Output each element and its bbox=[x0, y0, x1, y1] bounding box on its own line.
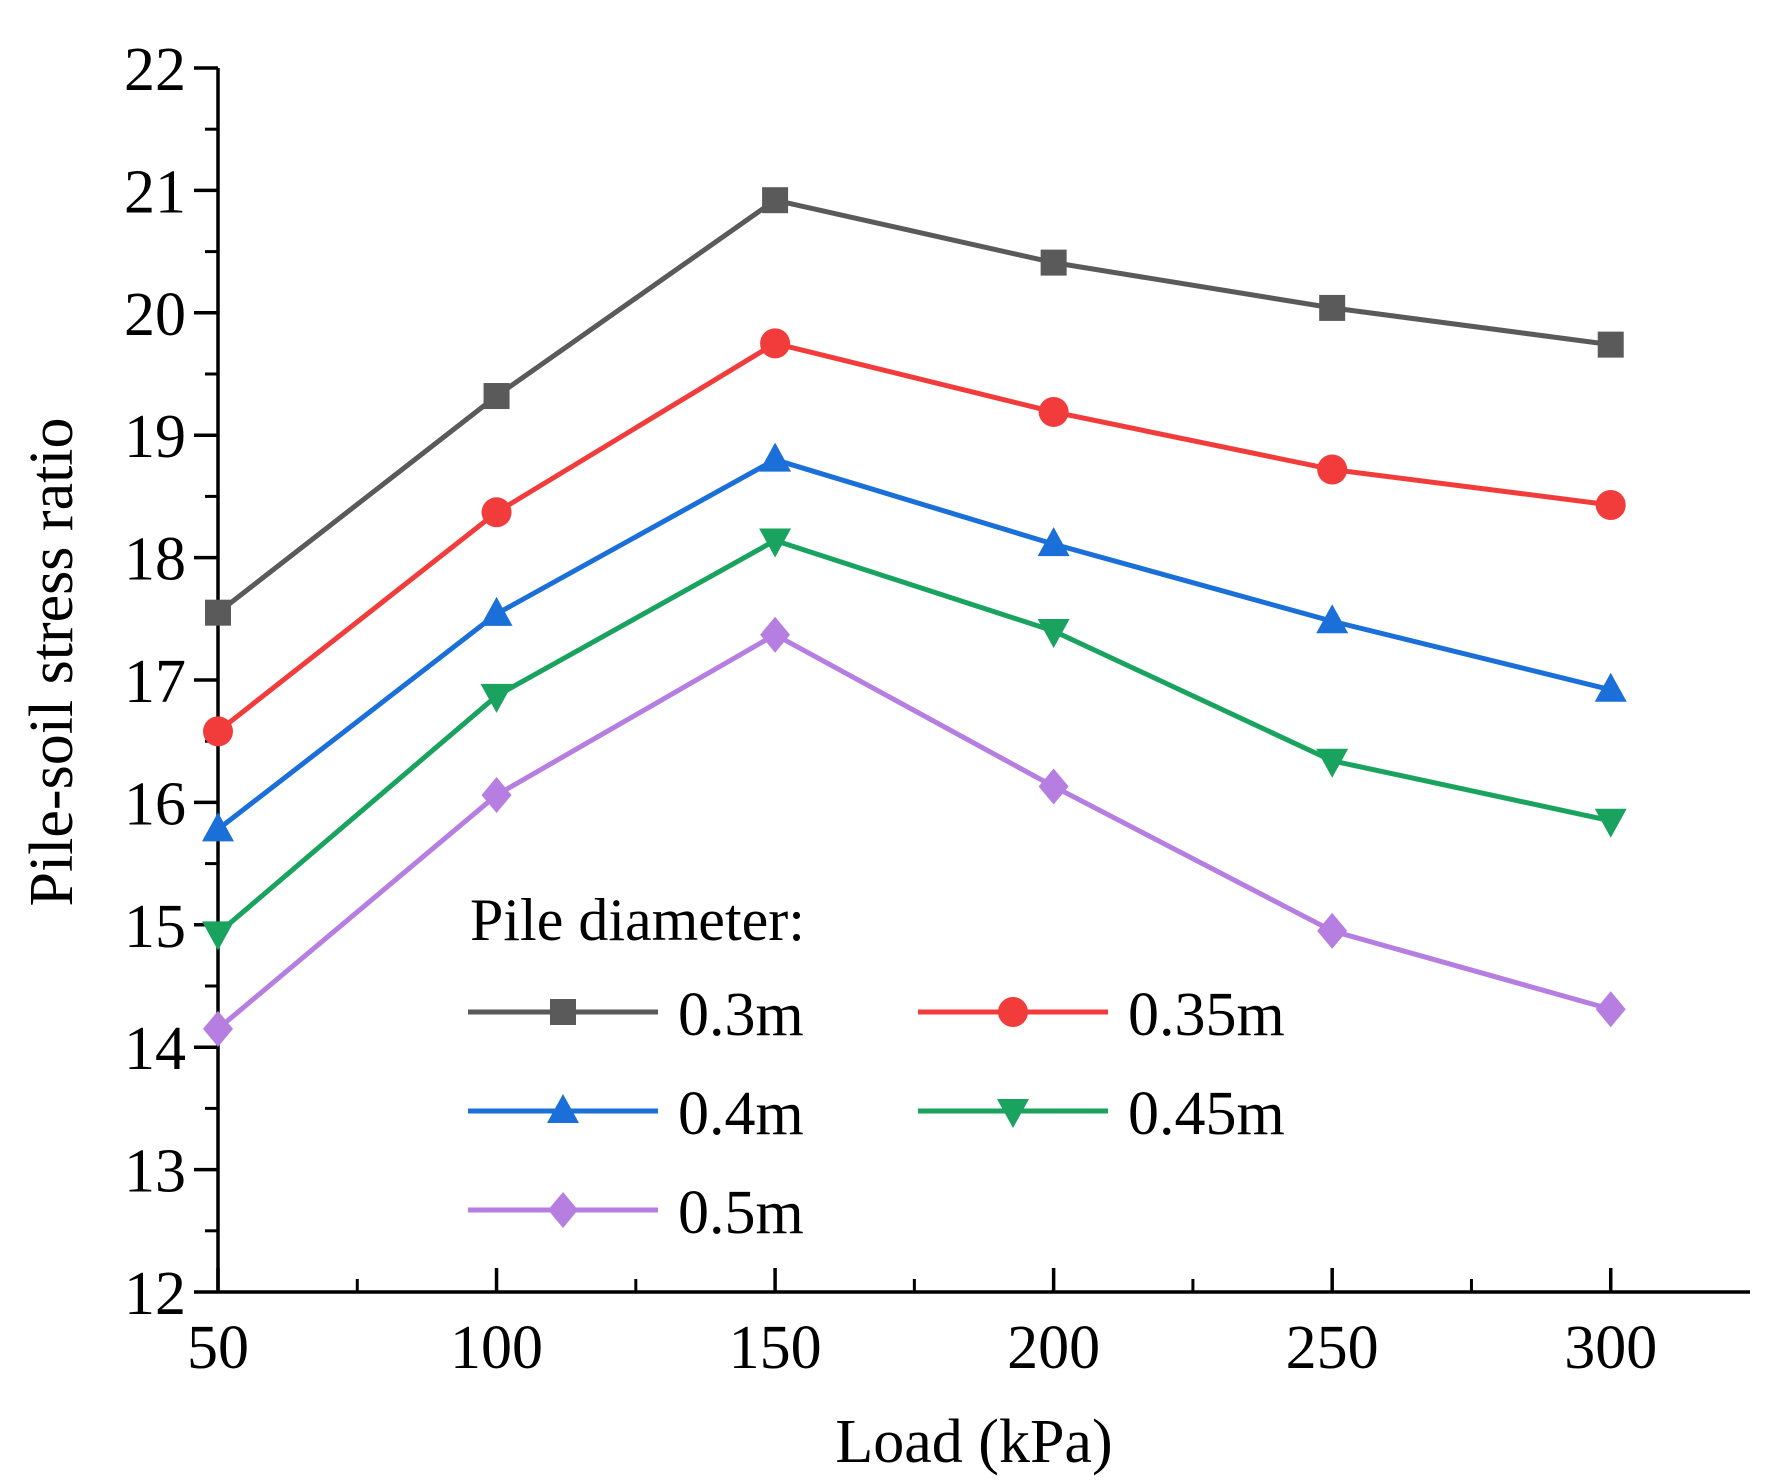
data-point bbox=[1317, 912, 1348, 949]
series-0.5m bbox=[203, 616, 1626, 1047]
series-line bbox=[216, 197, 1612, 615]
data-point bbox=[760, 616, 791, 653]
series-0.45m bbox=[202, 528, 1627, 951]
x-tick-label: 150 bbox=[729, 1314, 822, 1382]
data-point bbox=[1594, 808, 1627, 838]
data-point bbox=[759, 528, 792, 558]
data-point bbox=[1037, 527, 1070, 557]
y-tick-label: 21 bbox=[124, 158, 186, 226]
data-point bbox=[1316, 748, 1349, 778]
legend-marker bbox=[547, 1094, 579, 1123]
legend-marker bbox=[997, 1099, 1029, 1128]
legend-label: 0.45m bbox=[1128, 1080, 1285, 1148]
x-tick-label: 300 bbox=[1564, 1314, 1657, 1382]
data-point bbox=[1038, 396, 1069, 427]
data-point bbox=[759, 442, 792, 472]
y-tick-label: 20 bbox=[124, 281, 186, 349]
data-point bbox=[1595, 489, 1626, 520]
axes: 12 13 14 15 16 17 18 19 20 21 22 50 100 150 200 250 300 bbox=[124, 36, 1750, 1382]
legend-item-0.3m: 0.3m bbox=[468, 981, 804, 1049]
data-point bbox=[1037, 619, 1070, 649]
data-point bbox=[1038, 768, 1069, 805]
series-line bbox=[216, 457, 1612, 832]
y-axis-title: Pile-soil stress ratio bbox=[18, 417, 86, 906]
x-tick-label: 50 bbox=[187, 1314, 249, 1382]
y-tick-label: 15 bbox=[124, 893, 186, 961]
legend-item-0.5m: 0.5m bbox=[468, 1179, 804, 1247]
data-point bbox=[1040, 249, 1067, 276]
legend-item-0.35m: 0.35m bbox=[918, 981, 1285, 1049]
series-line bbox=[216, 632, 1612, 1031]
data-point bbox=[1319, 294, 1346, 321]
legend-marker bbox=[550, 999, 576, 1025]
data-point bbox=[1317, 454, 1348, 485]
legend-label: 0.3m bbox=[678, 981, 804, 1049]
data-point bbox=[205, 599, 231, 626]
y-tick-label: 12 bbox=[124, 1260, 186, 1328]
data-point bbox=[481, 777, 512, 814]
legend-label: 0.35m bbox=[1128, 981, 1285, 1049]
y-tick-label: 14 bbox=[124, 1015, 186, 1083]
x-tick-label: 200 bbox=[1007, 1314, 1100, 1382]
data-point bbox=[1316, 604, 1349, 634]
data-point bbox=[1594, 672, 1627, 702]
series-layer bbox=[202, 187, 1627, 1047]
legend: Pile diameter: 0.3m 0.35m 0.4m 0.45m 0.5m bbox=[468, 887, 1285, 1247]
data-point bbox=[203, 716, 233, 747]
y-tick-label: 19 bbox=[124, 403, 186, 471]
legend-label: 0.4m bbox=[678, 1080, 804, 1148]
data-point bbox=[1597, 331, 1624, 358]
legend-marker bbox=[998, 997, 1028, 1027]
legend-item-0.45m: 0.45m bbox=[918, 1080, 1285, 1148]
data-point bbox=[480, 596, 513, 626]
y-tick-label: 22 bbox=[124, 36, 186, 104]
data-point bbox=[1595, 991, 1626, 1028]
series-line bbox=[216, 537, 1612, 936]
series-0.3m bbox=[205, 187, 1624, 626]
legend-marker bbox=[548, 1192, 578, 1228]
y-tick-label: 16 bbox=[124, 770, 186, 838]
data-point bbox=[480, 683, 513, 713]
x-tick-label: 100 bbox=[450, 1314, 543, 1382]
data-point bbox=[202, 921, 234, 951]
data-point bbox=[481, 497, 512, 528]
data-point bbox=[760, 328, 791, 359]
data-point bbox=[203, 1010, 233, 1047]
y-tick-label: 18 bbox=[124, 526, 186, 594]
x-tick-label: 250 bbox=[1286, 1314, 1379, 1382]
y-tick-label: 17 bbox=[124, 648, 186, 716]
data-point bbox=[483, 383, 510, 410]
legend-label: 0.5m bbox=[678, 1179, 804, 1247]
series-0.4m bbox=[202, 442, 1627, 842]
data-point bbox=[202, 812, 234, 842]
x-axis-title: Load (kPa) bbox=[835, 1408, 1112, 1476]
series-0.35m bbox=[203, 328, 1626, 747]
data-point bbox=[762, 187, 789, 214]
legend-item-0.4m: 0.4m bbox=[468, 1080, 804, 1148]
series-line bbox=[216, 340, 1612, 734]
y-tick-label: 13 bbox=[124, 1138, 186, 1206]
legend-title: Pile diameter: bbox=[470, 887, 805, 953]
